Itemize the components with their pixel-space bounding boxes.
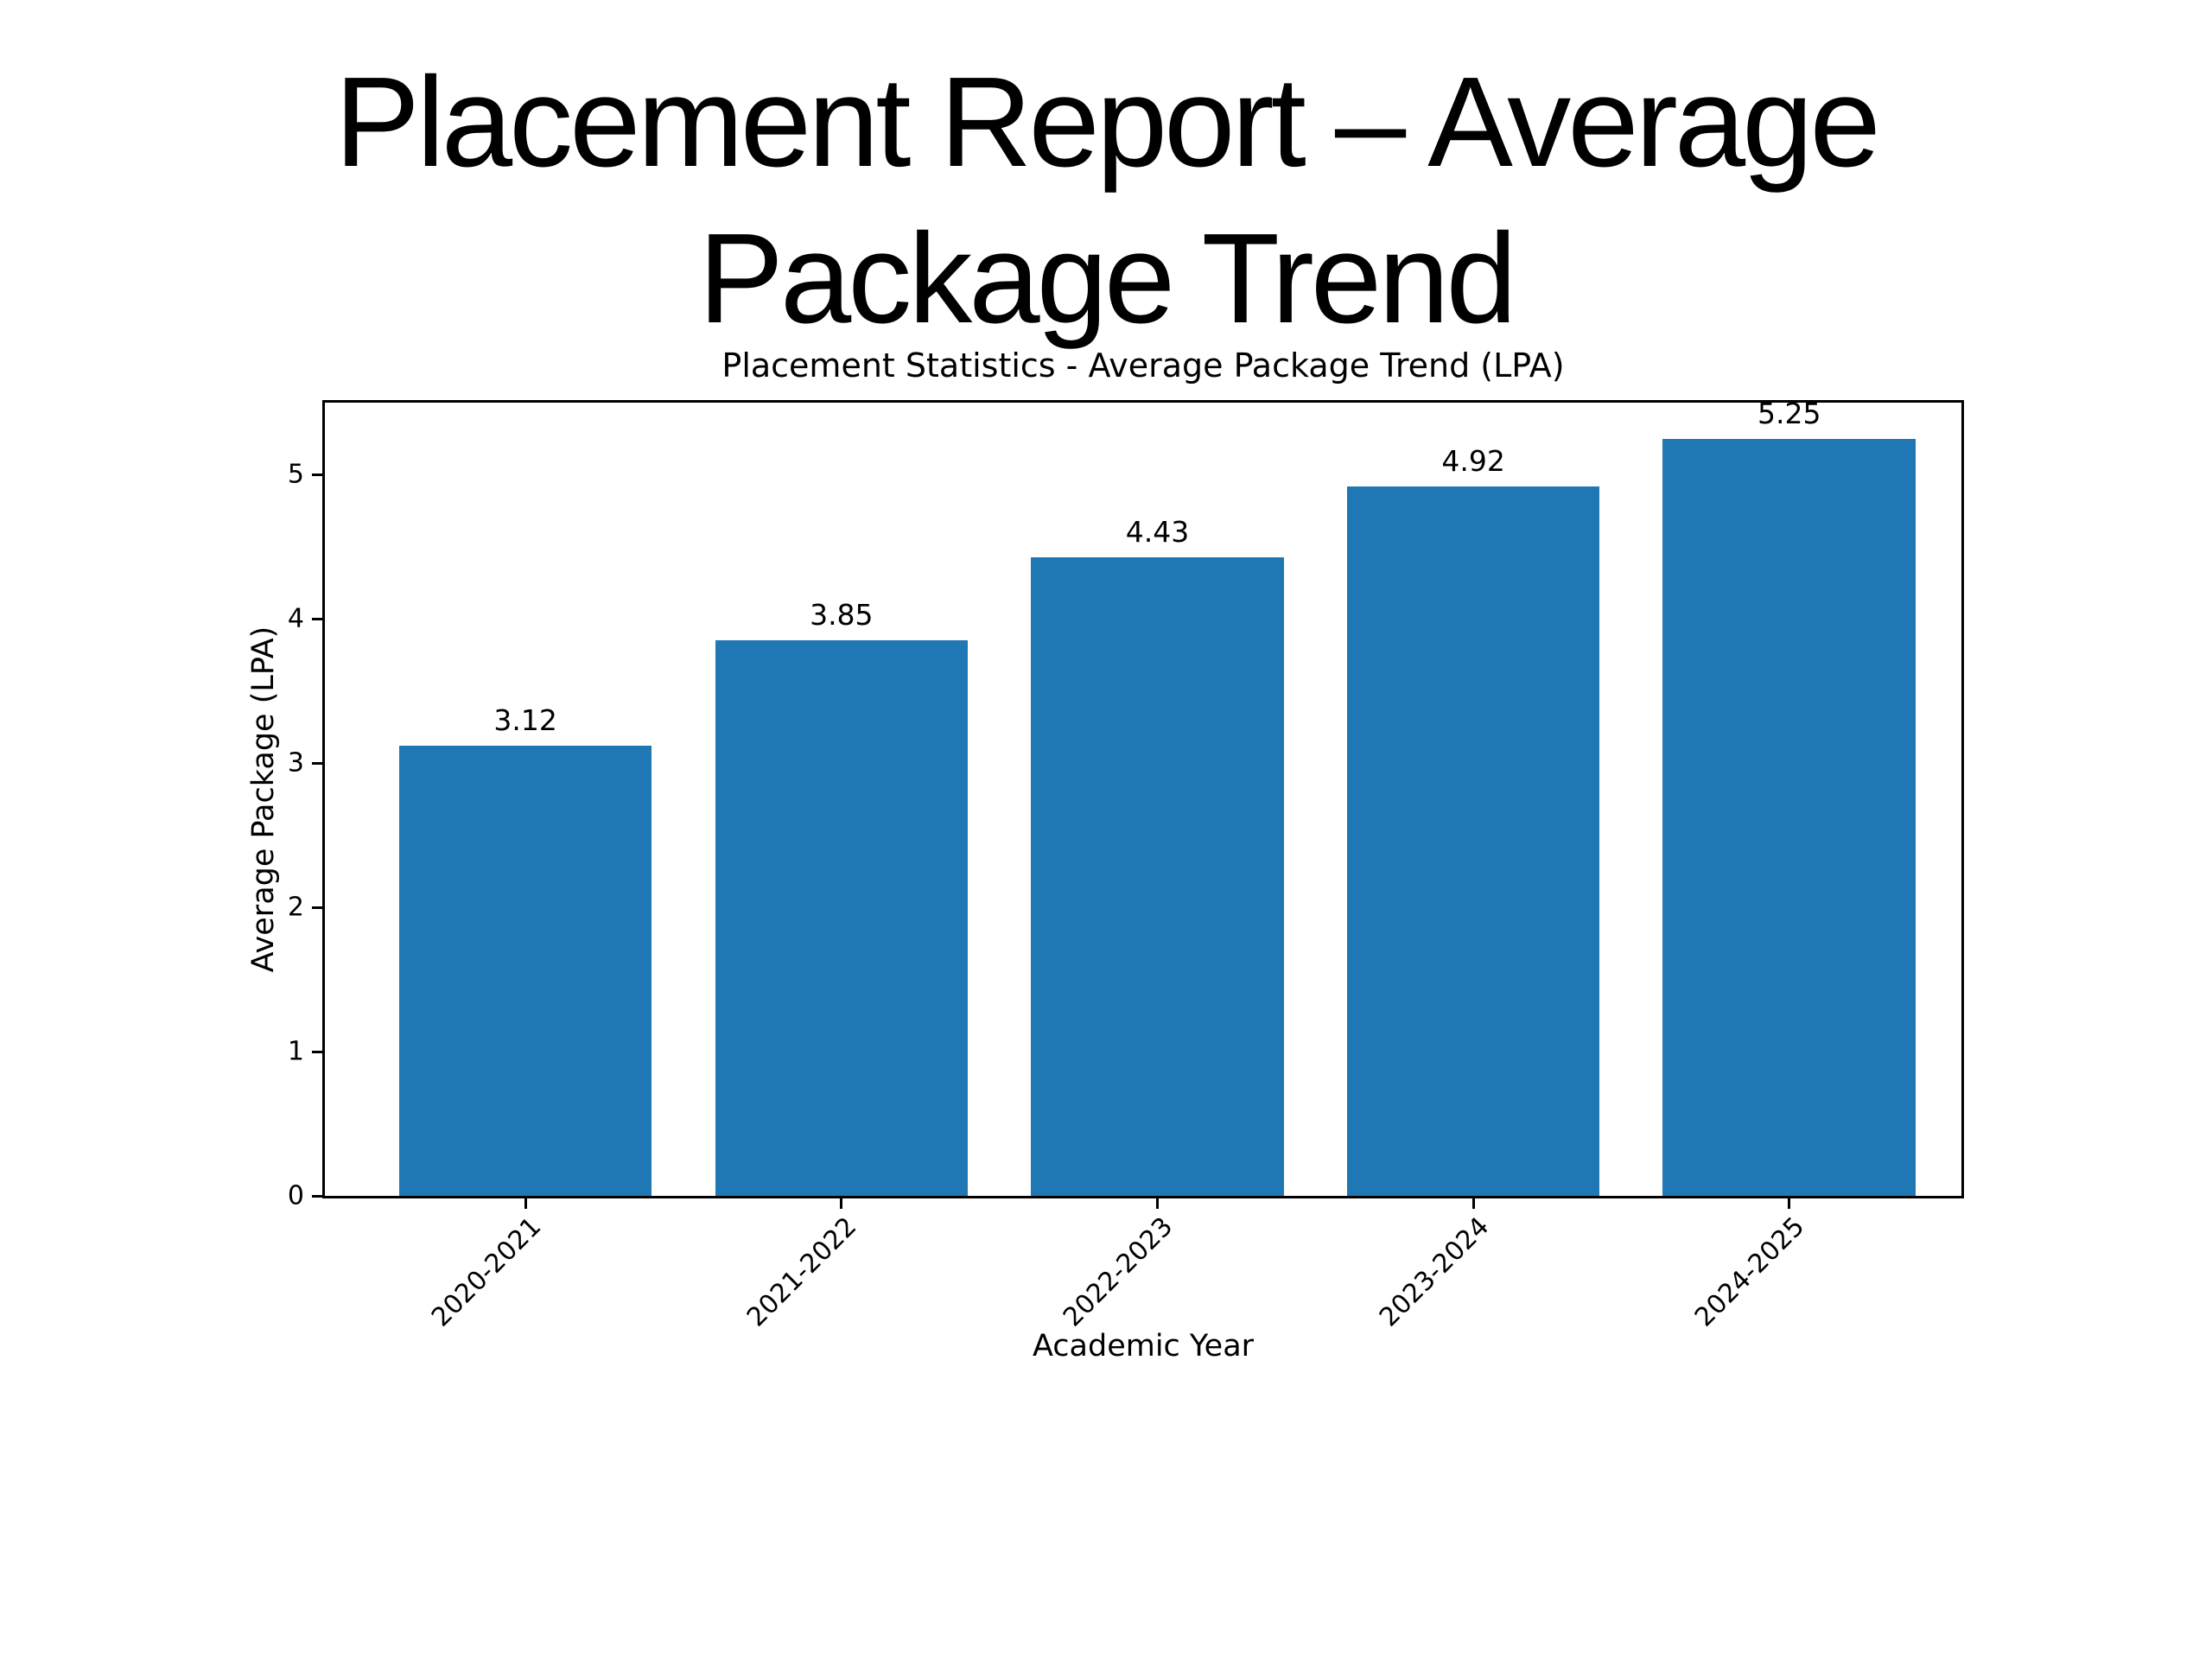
- slide-title-line-2: Package Trend: [698, 207, 1517, 350]
- x-tick-mark: [524, 1198, 527, 1209]
- bar-value-label: 4.43: [1125, 514, 1190, 549]
- x-tick-label: 2020-2021: [425, 1211, 547, 1333]
- x-axis-label: Academic Year: [1032, 1329, 1255, 1363]
- x-tick-mark: [1155, 1198, 1159, 1209]
- bar-value-label: 5.25: [1757, 396, 1821, 430]
- y-tick-mark: [312, 1050, 322, 1053]
- plot-area: 0 1 2 3 4 5 3.12 2020-2021 3.85 2021-2022 4.43 2022…: [288, 396, 1964, 1332]
- y-tick-mark: [312, 761, 322, 765]
- y-tick-mark: [312, 617, 322, 620]
- slide-title: Placement Report – Average Package Trend: [0, 45, 2212, 357]
- bar-value-label: 4.92: [1441, 443, 1505, 478]
- slide-title-line-1: Placement Report – Average: [334, 51, 1881, 194]
- chart-title: Placement Statistics - Average Package T…: [721, 346, 1565, 385]
- y-axis-label: Average Package (LPA): [246, 626, 281, 973]
- bar: [398, 746, 652, 1196]
- y-tick-label: 0: [287, 1180, 304, 1211]
- y-tick-mark: [312, 473, 322, 476]
- bar: [715, 640, 969, 1196]
- bar-value-label: 3.85: [810, 598, 874, 632]
- y-tick-label: 4: [287, 603, 304, 634]
- y-tick-label: 5: [287, 459, 304, 490]
- x-tick-mark: [1788, 1198, 1791, 1209]
- y-tick-label: 3: [287, 747, 304, 779]
- y-tick-label: 2: [287, 892, 304, 923]
- x-tick-label: 2021-2022: [741, 1211, 863, 1333]
- x-tick-label: 2023-2024: [1373, 1211, 1495, 1333]
- x-tick-label: 2022-2023: [1057, 1211, 1179, 1333]
- bar-value-label: 3.12: [493, 703, 557, 738]
- bar: [1031, 556, 1284, 1196]
- bar: [1346, 486, 1600, 1196]
- x-tick-label: 2024-2025: [1689, 1211, 1811, 1333]
- y-tick-mark: [312, 1194, 322, 1198]
- bar: [1662, 438, 1916, 1196]
- x-tick-mark: [1471, 1198, 1475, 1209]
- x-tick-mark: [840, 1198, 843, 1209]
- y-tick-label: 1: [287, 1036, 304, 1067]
- y-tick-mark: [312, 906, 322, 909]
